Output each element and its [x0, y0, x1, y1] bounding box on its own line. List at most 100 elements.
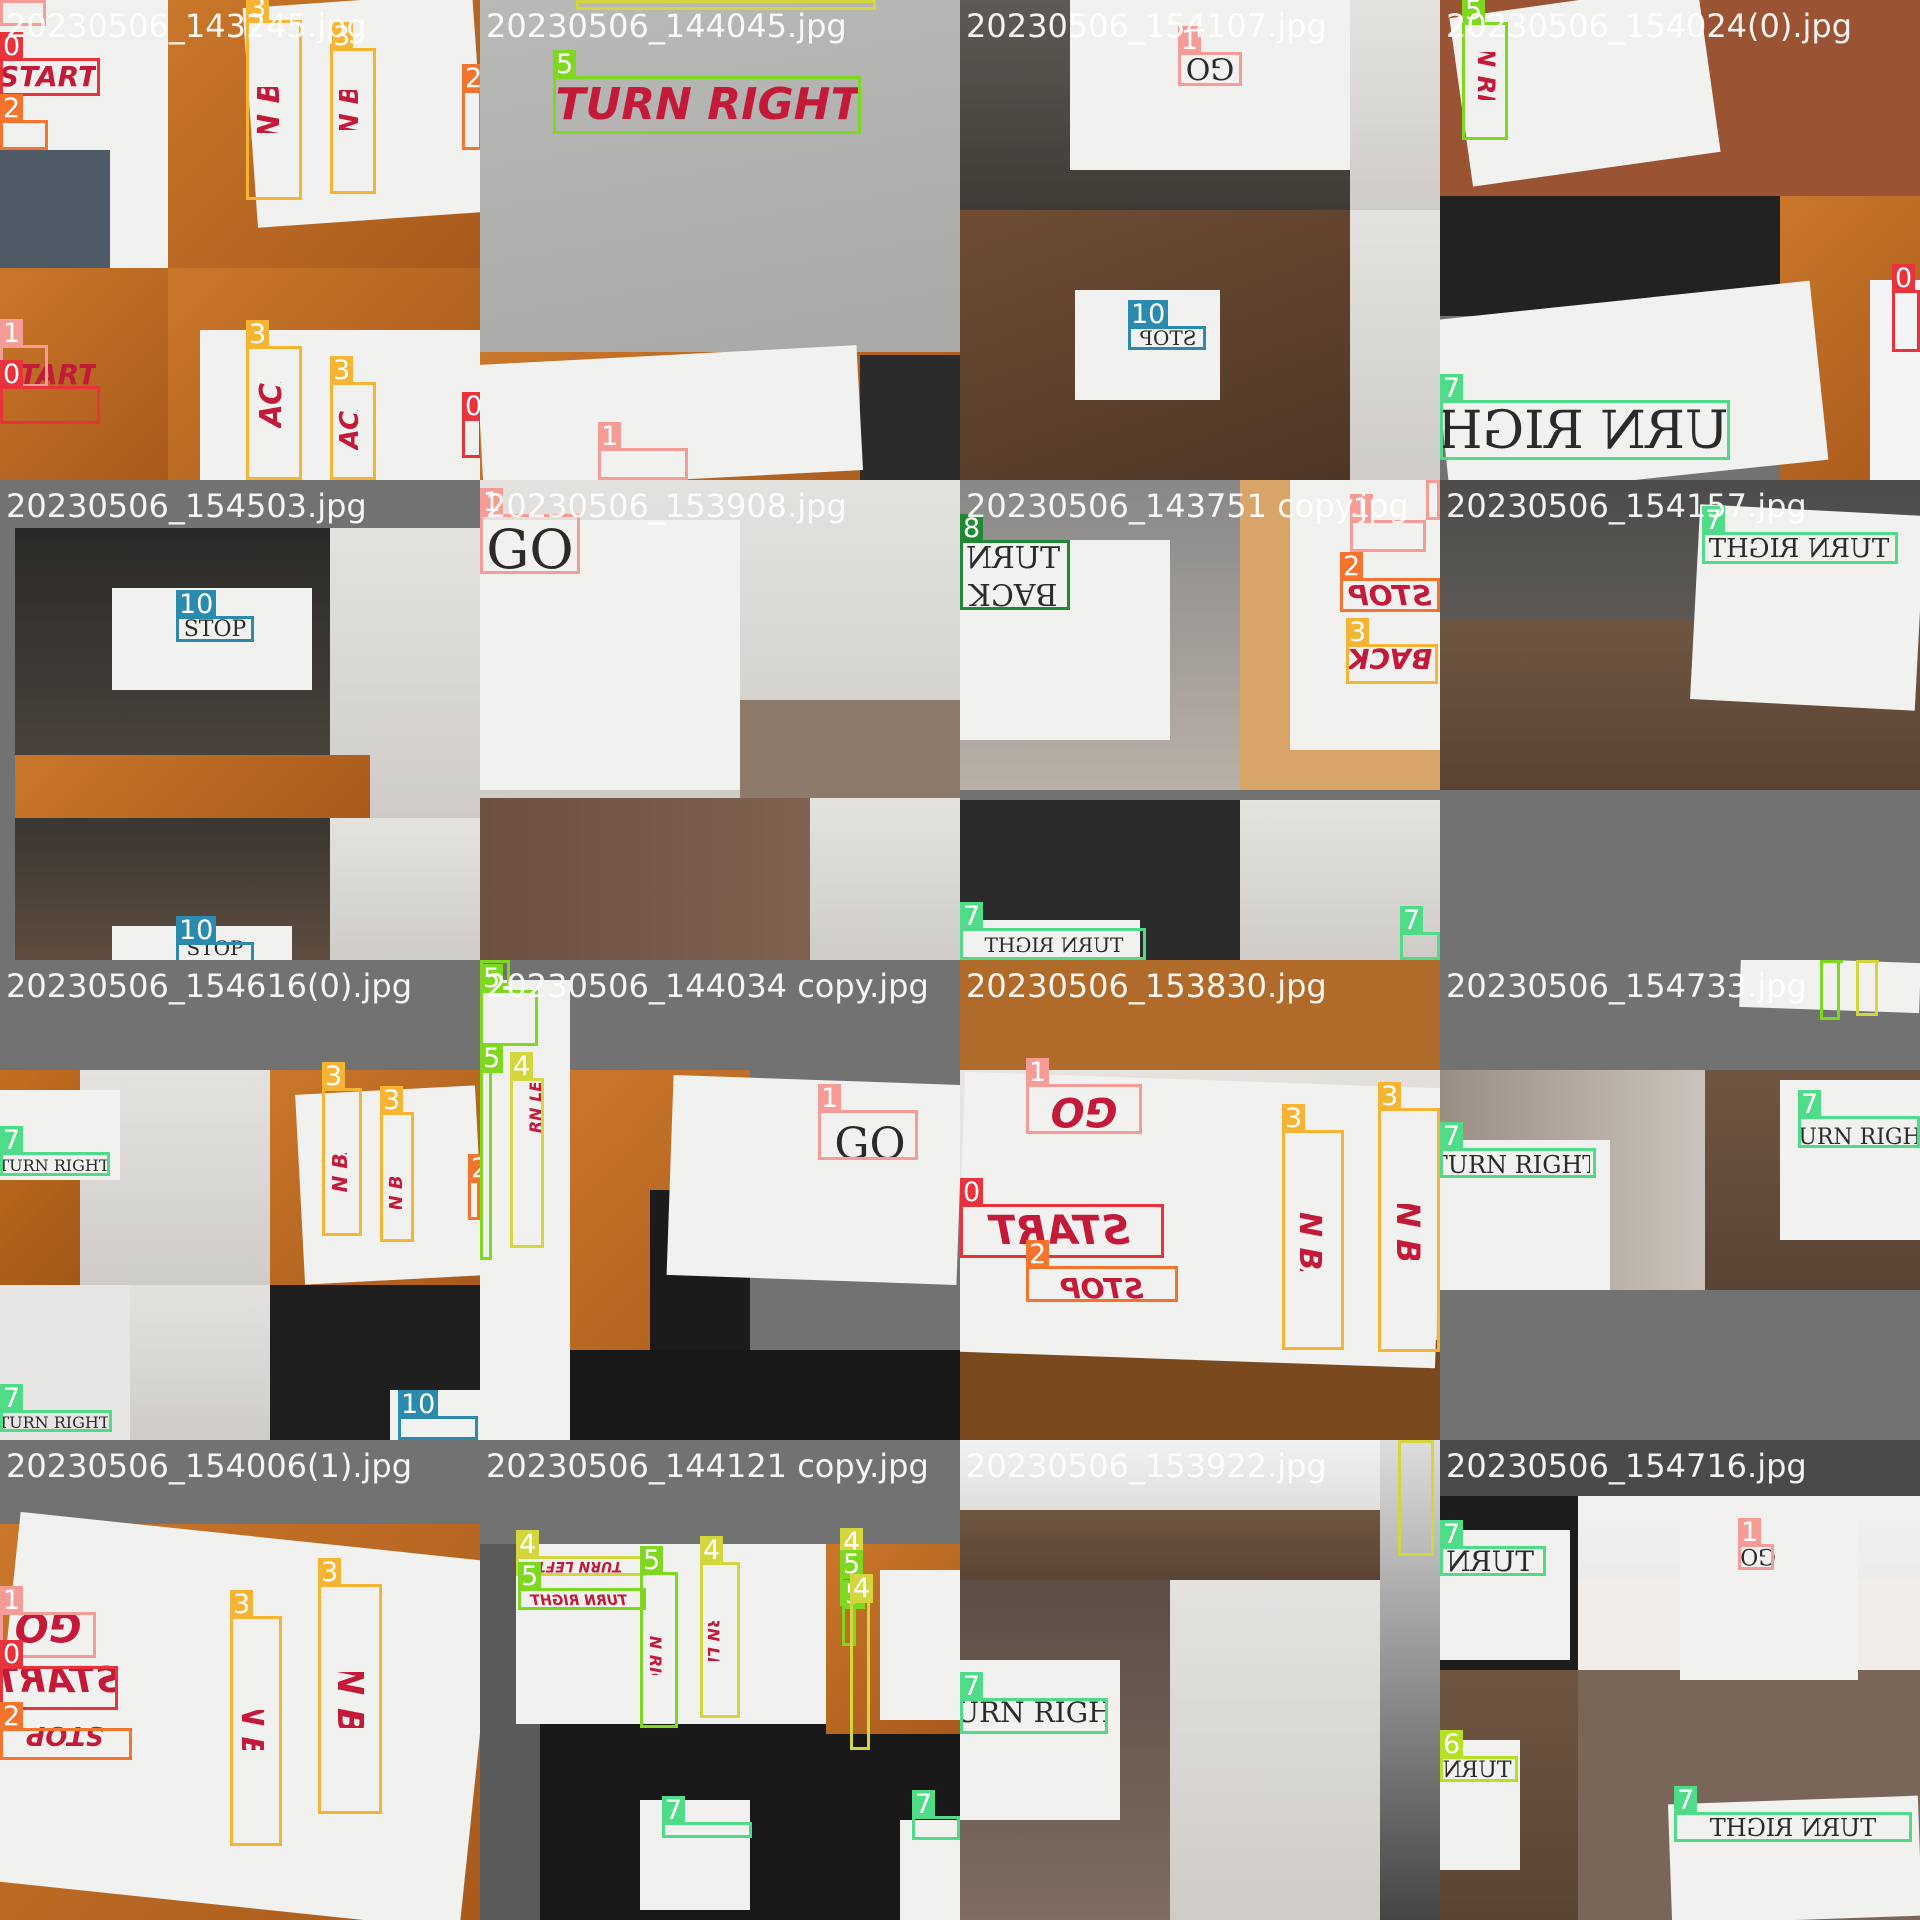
bounding-box: 10: [176, 916, 254, 960]
image-fragment: [1440, 790, 1920, 960]
class-label: 4: [1856, 960, 1880, 963]
bounding-box: 3: [330, 356, 376, 480]
bounding-box: 2: [1026, 1240, 1178, 1302]
bounding-box: 2: [462, 64, 480, 150]
class-label: 3: [230, 1590, 254, 1619]
image-fragment: [0, 960, 480, 1070]
image-fragment: [960, 960, 1440, 1070]
class-label: 10: [398, 1390, 439, 1419]
bounding-box: 4: [576, 0, 876, 10]
image-fragment: [1870, 280, 1920, 480]
image-fragment: [0, 1440, 480, 1524]
bounding-box: 5: [640, 1546, 678, 1728]
image-filename: 20230506_154024(0).jpg: [1446, 7, 1853, 45]
class-label: 1: [1350, 494, 1374, 523]
image-fragment: [1170, 1580, 1380, 1920]
image-filename: 20230506_144121 copy.jpg: [486, 1447, 929, 1485]
image-filename: 20230506_153830.jpg: [966, 967, 1327, 1005]
sign-text: STOP: [183, 616, 247, 642]
class-label: 3: [246, 0, 270, 23]
bounding-box: 7: [1702, 506, 1898, 564]
class-label: 7: [1440, 1122, 1464, 1151]
image-fragment: [0, 268, 168, 480]
bounding-box: 5: [480, 964, 538, 1046]
class-label: 4: [516, 1530, 540, 1559]
class-label: 1: [598, 422, 622, 451]
bounding-box: 1: [1738, 1518, 1774, 1570]
image-filename: 20230506_154716.jpg: [1446, 1447, 1807, 1485]
class-label: 2: [0, 1702, 24, 1731]
class-label: 1: [1426, 480, 1440, 483]
class-label: 3: [1378, 1082, 1402, 1111]
image-filename: 20230506_154733.jpg: [1446, 967, 1807, 1005]
paper-sheet: [960, 920, 1140, 960]
sign-text: START: [0, 59, 96, 93]
class-label: 7: [1440, 374, 1464, 403]
mosaic-tile: GO STOP 1 10 20230506_154107.jpg: [960, 0, 1440, 480]
bounding-box: 1: [598, 422, 688, 480]
class-label: 4: [1398, 1440, 1422, 1443]
sign-text: GO: [486, 520, 574, 578]
mosaic-tile: GO TURN TURN TURN RIGHT 1 7 6 7 20230506_154716.…: [1440, 1440, 1920, 1920]
class-label: 7: [1674, 1786, 1698, 1815]
class-label: 0: [0, 32, 24, 61]
bounding-box: 5: [553, 50, 861, 134]
bounding-box: 1: [0, 319, 48, 387]
class-label: 0: [0, 360, 24, 389]
class-label: 7: [1440, 1520, 1464, 1549]
image-fragment: [860, 355, 960, 480]
bounding-box: 5: [518, 1562, 646, 1610]
paper-sheet: [960, 1660, 1120, 1820]
bounding-box: 1: [1350, 494, 1426, 552]
sign-text: TURN RIGHT: [0, 1155, 108, 1175]
image-fragment: [0, 150, 110, 268]
class-label: 5: [480, 960, 504, 963]
bounding-box: 3: [246, 320, 302, 480]
bounding-box: 3: [318, 1558, 382, 1814]
class-label: 4: [576, 0, 600, 3]
class-label: 0: [462, 392, 480, 421]
class-label: 2: [0, 94, 24, 123]
bounding-box: 7: [1440, 1520, 1546, 1576]
bounding-box: 7: [662, 1796, 752, 1838]
class-label: 1: [0, 1586, 24, 1615]
bounding-box: 1: [480, 488, 580, 574]
bounding-box: 4: [510, 1052, 544, 1248]
image-fragment: [480, 1440, 960, 1544]
class-label: 3: [330, 356, 354, 385]
class-label: 7: [1798, 1090, 1822, 1119]
image-filename: 20230506_153922.jpg: [966, 1447, 1327, 1485]
bounding-box: 0: [0, 360, 100, 424]
bounding-box: 7: [1400, 906, 1440, 960]
class-label: 2: [1026, 1240, 1050, 1269]
class-label: 1: [1738, 1518, 1762, 1547]
bounding-box: 7: [1440, 1122, 1596, 1178]
bounding-box: 7: [1674, 1786, 1912, 1842]
class-label: 2: [462, 64, 480, 93]
bounding-box: 1: [0, 1586, 96, 1658]
image-filename: 20230506_153908.jpg: [486, 487, 847, 525]
class-label: 7: [912, 1790, 936, 1819]
bounding-box: 4: [700, 1536, 740, 1718]
bounding-box: 10: [398, 1390, 478, 1440]
bounding-box: 4: [1398, 1440, 1434, 1556]
mosaic-tile: STOP STOP 10 10 20230506_154503.jpg: [0, 480, 480, 960]
bounding-box: 0: [462, 392, 480, 458]
bounding-box: 1: [1426, 480, 1440, 520]
sign-text: TURN RIGHT: [0, 1412, 108, 1432]
image-fragment: [1440, 1440, 1920, 1496]
class-label: 3: [318, 1558, 342, 1587]
bounding-box: 10: [1128, 300, 1206, 350]
class-label: 4: [840, 1528, 864, 1557]
image-filename: 20230506_144034 copy.jpg: [486, 967, 929, 1005]
paper-sheet: [900, 1820, 960, 1920]
